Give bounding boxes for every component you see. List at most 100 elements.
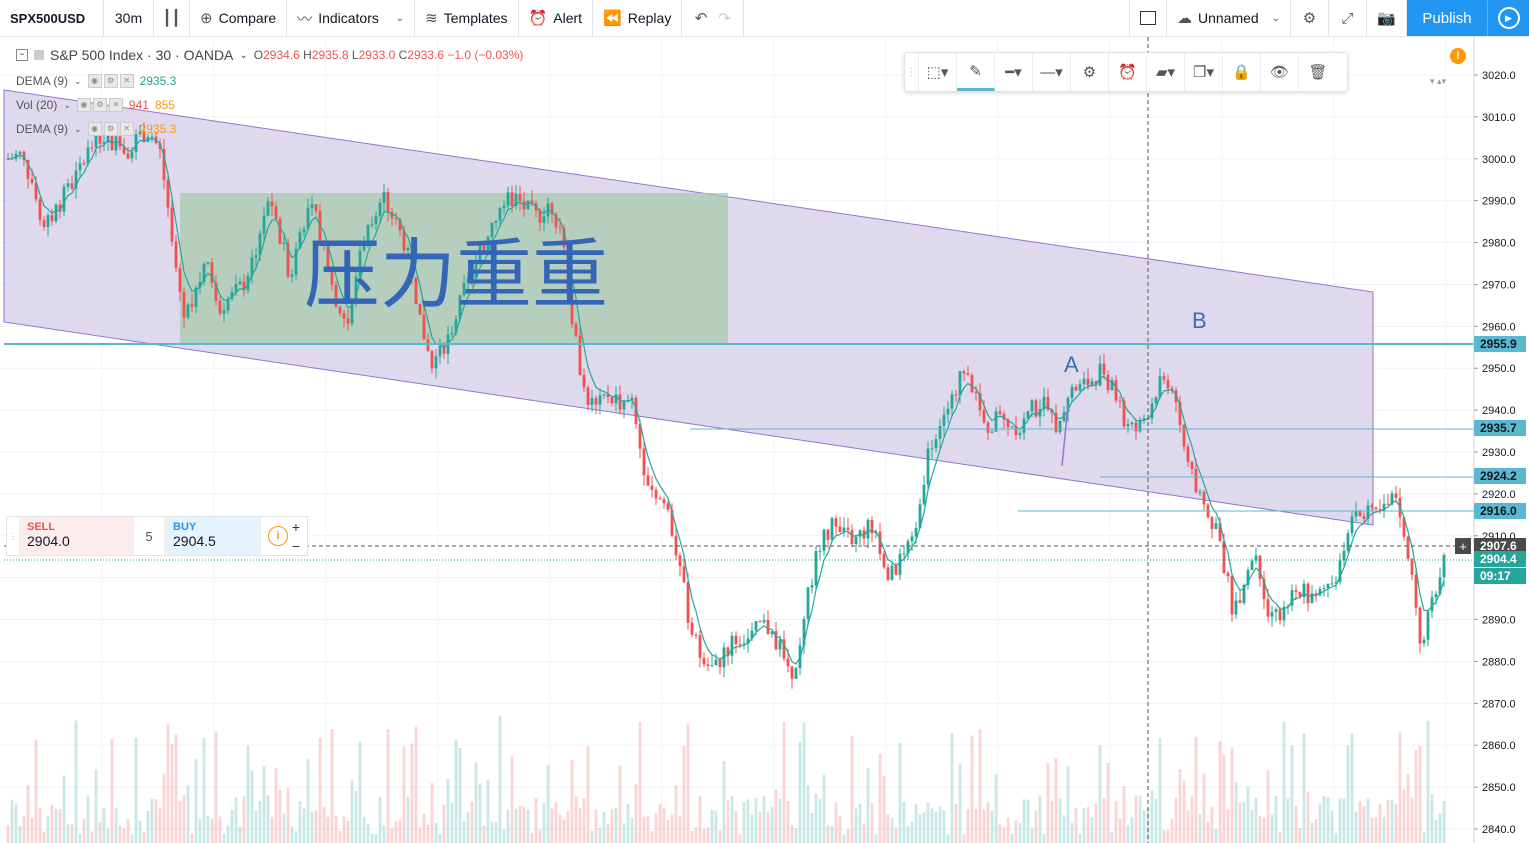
undo-icon[interactable]: ↶ xyxy=(694,10,708,27)
candle xyxy=(90,141,94,153)
line-width-button[interactable]: ━▾ xyxy=(995,53,1033,91)
hide-button[interactable]: 👁 xyxy=(1261,53,1299,91)
volume-bar xyxy=(1118,818,1122,843)
quantity-field[interactable]: 5 xyxy=(133,517,165,555)
volume-bar xyxy=(418,827,422,843)
indicator-controls[interactable]: ◉ ⚙ ✕ xyxy=(87,122,134,136)
volume-bar xyxy=(214,731,218,843)
resistance-rectangle[interactable] xyxy=(180,193,728,344)
volume-bar xyxy=(698,795,702,843)
fullscreen-button[interactable]: ⤢ xyxy=(1329,0,1367,36)
indicator-dema-1[interactable]: DEMA (9) ⌄ ◉ ⚙ ✕ 2935.3 xyxy=(16,74,177,88)
redo-icon[interactable]: ↷ xyxy=(718,10,731,27)
volume-bar xyxy=(630,818,634,843)
volume-bar xyxy=(278,789,282,843)
buy-button[interactable]: BUY 2904.5 xyxy=(165,517,261,555)
candle xyxy=(746,628,750,653)
plus-button[interactable]: + xyxy=(291,519,301,535)
annotation-a[interactable]: A xyxy=(1064,352,1079,377)
volume-bar xyxy=(182,794,186,843)
drawing-settings-button[interactable]: ⚙ xyxy=(1071,53,1109,91)
sell-button[interactable]: SELL 2904.0 xyxy=(19,517,133,555)
annotation-text[interactable]: 压力重重 xyxy=(304,230,608,319)
volume-bar xyxy=(254,810,258,843)
delete-button[interactable]: 🗑 xyxy=(1299,53,1337,91)
templates-button[interactable]: ≋ Templates xyxy=(415,0,519,36)
trend-line[interactable] xyxy=(1061,404,1069,467)
publish-play-button[interactable]: ▶ xyxy=(1487,0,1529,36)
chart-style-button[interactable]: ┃┃ xyxy=(154,0,190,36)
axis-tick-label: 2990.0 xyxy=(1482,196,1516,208)
volume-bar xyxy=(466,812,470,843)
alert-button[interactable]: ⏰ Alert xyxy=(519,0,594,36)
symbol-search-button[interactable]: SPX500USD xyxy=(0,0,104,36)
candle xyxy=(102,134,106,152)
close-icon: ✕ xyxy=(119,74,134,88)
alert-on-drawing-button[interactable]: ⏰ xyxy=(1109,53,1147,91)
scale-mode-icon[interactable]: ▾ ▴▾ xyxy=(1430,76,1447,86)
line-color-button[interactable]: ✎ xyxy=(957,53,995,91)
volume-bar xyxy=(498,715,502,843)
compare-button[interactable]: ⊕ Compare xyxy=(190,0,288,36)
candle xyxy=(958,370,962,404)
indicator-volume[interactable]: Vol (20) ⌄ ◉ ⚙ ✕ 941 855 xyxy=(16,98,175,112)
lock-button[interactable]: 🔒 xyxy=(1223,53,1261,91)
candle xyxy=(834,515,838,535)
symbol-title[interactable]: S&P 500 Index · 30 · OANDA xyxy=(50,47,234,63)
snapshot-button[interactable]: 📷 xyxy=(1367,0,1407,36)
indicator-controls[interactable]: ◉ ⚙ ✕ xyxy=(76,98,123,112)
volume-bar xyxy=(494,821,498,843)
volume-bar xyxy=(570,759,574,843)
indicator-dema-2[interactable]: DEMA (9) ⌄ ◉ ⚙ ✕ 2935.3 xyxy=(16,122,177,136)
chevron-down-icon[interactable]: ⌄ xyxy=(63,99,71,110)
volume-bar xyxy=(274,768,278,843)
candle xyxy=(306,198,310,231)
candle xyxy=(1370,503,1374,512)
volume-bar xyxy=(602,811,606,843)
candle xyxy=(434,349,438,379)
candle xyxy=(1318,586,1322,597)
select-tool-button[interactable]: ⬚▾ xyxy=(919,53,957,91)
chevron-down-icon[interactable]: ⌄ xyxy=(239,49,248,61)
chevron-down-icon[interactable]: ⌄ xyxy=(74,123,82,134)
candle xyxy=(198,272,202,294)
candle xyxy=(142,122,146,143)
candle xyxy=(1246,567,1250,590)
trade-drag-handle[interactable]: ⋮ xyxy=(8,530,18,541)
volume-bar xyxy=(354,790,358,843)
replay-button[interactable]: ⏪ Replay xyxy=(593,0,683,36)
annotation-b[interactable]: B xyxy=(1192,308,1207,333)
price-chart[interactable]: 压力重重 A B 3020.0 3010.0 3000.0 2990.0 2980.0 2… xyxy=(0,37,1529,843)
volume-bar xyxy=(658,804,662,843)
candle xyxy=(46,212,50,237)
info-icon[interactable]: i xyxy=(261,517,295,555)
volume-bar xyxy=(30,818,34,843)
candle xyxy=(1130,421,1134,428)
collapse-legend-icon[interactable]: − xyxy=(16,49,28,61)
indicators-button[interactable]: 〰 Indicators ⌄ xyxy=(287,0,416,36)
minus-button[interactable]: − xyxy=(291,538,301,554)
candle xyxy=(1210,515,1214,539)
publish-button[interactable]: Publish xyxy=(1407,0,1487,36)
crosshair-plus-icon[interactable]: + xyxy=(1455,538,1471,554)
fullscreen-layout-button[interactable] xyxy=(1129,0,1167,36)
candle xyxy=(1058,420,1062,435)
interval-button[interactable]: 30m xyxy=(104,0,154,36)
line-style-button[interactable]: —▾ xyxy=(1033,53,1071,91)
warning-icon[interactable]: ! xyxy=(1450,48,1466,64)
candle xyxy=(686,572,690,630)
chevron-down-icon[interactable]: ⌄ xyxy=(74,75,82,86)
volume-bar xyxy=(1398,732,1402,843)
volume-bar xyxy=(1062,815,1066,843)
volume-bar xyxy=(102,808,106,843)
candle xyxy=(290,269,294,283)
volume-bar xyxy=(1046,762,1050,843)
settings-button[interactable]: ⚙ xyxy=(1291,0,1329,36)
indicator-controls[interactable]: ◉ ⚙ ✕ xyxy=(87,74,134,88)
layout-name-button[interactable]: ☁ Unnamed ⌄ xyxy=(1167,0,1291,36)
drag-handle[interactable]: ⋮ xyxy=(905,53,919,91)
volume-bar xyxy=(910,821,914,843)
volume-bar xyxy=(938,806,942,843)
visual-order-button[interactable]: ▰▾ xyxy=(1147,53,1185,91)
clone-button[interactable]: ❐▾ xyxy=(1185,53,1223,91)
